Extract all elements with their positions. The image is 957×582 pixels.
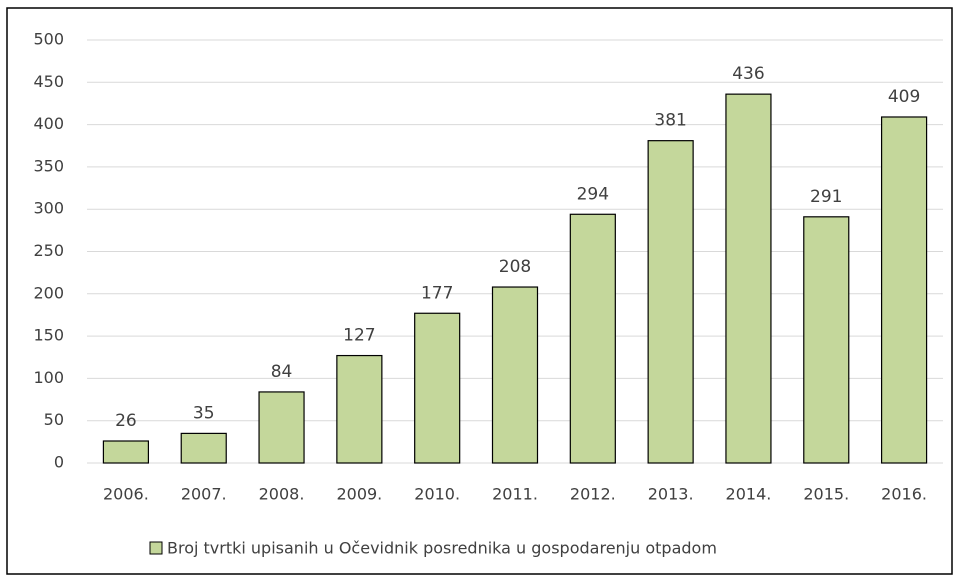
x-tick-label: 2013. [648,485,694,504]
y-tick-label: 350 [33,156,64,175]
x-tick-label: 2006. [103,485,149,504]
y-tick-label: 300 [33,199,64,218]
x-tick-label: 2007. [181,485,227,504]
y-tick-label: 500 [33,30,64,49]
bar [491,286,539,464]
data-label: 291 [810,187,842,207]
bar [102,440,150,464]
x-tick-label: 2009. [336,485,382,504]
bar [803,216,850,464]
data-label: 84 [271,362,293,382]
data-label: 436 [732,64,764,84]
y-tick-label: 150 [33,326,64,345]
data-label: 35 [193,403,215,423]
data-label: 409 [888,87,920,107]
data-label: 127 [343,326,375,346]
x-tick-label: 2011. [492,485,538,504]
legend-label: Broj tvrtki upisanih u Očevidnik posredn… [167,539,717,558]
x-tick-label: 2010. [414,485,460,504]
y-tick-label: 250 [33,241,64,260]
x-tick-label: 2012. [570,485,616,504]
x-tick-label: 2016. [881,485,927,504]
y-tick-label: 450 [33,72,64,91]
y-tick-label: 100 [33,368,64,387]
legend-swatch [149,541,163,555]
data-label: 208 [499,257,531,277]
bar [258,391,305,464]
y-tick-label: 50 [44,410,64,429]
y-tick-label: 400 [33,114,64,133]
bar [414,312,461,464]
data-label: 26 [115,411,137,431]
x-tick-label: 2008. [259,485,305,504]
bar [725,93,772,464]
chart-frame [6,7,953,575]
data-label: 294 [577,184,609,204]
bar [569,213,616,464]
data-label: 381 [654,111,686,131]
bar [647,140,694,464]
data-label: 177 [421,283,453,303]
x-tick-label: 2014. [726,485,772,504]
x-tick-label: 2015. [803,485,849,504]
bar [880,116,928,464]
bar [336,354,383,464]
y-tick-label: 0 [54,453,64,472]
bar [180,432,227,464]
y-tick-label: 200 [33,283,64,302]
